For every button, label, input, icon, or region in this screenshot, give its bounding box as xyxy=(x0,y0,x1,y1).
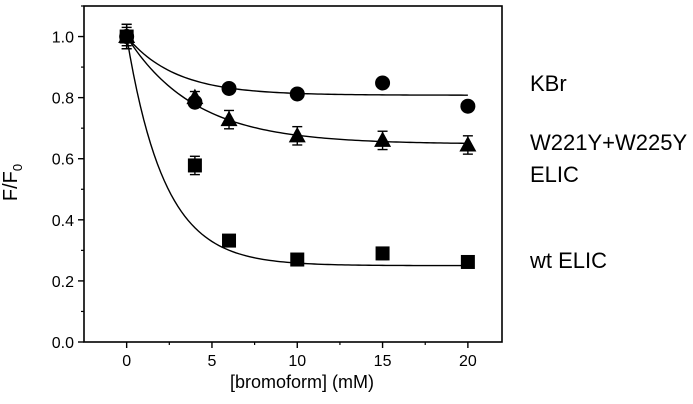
fit-curve-wt-elic xyxy=(125,36,468,267)
data-point-wt-elic xyxy=(460,254,475,269)
fit-curve-kbr xyxy=(126,36,468,96)
y-tick-label: 0.4 xyxy=(52,213,74,230)
y-tick-label: 0.6 xyxy=(52,152,74,169)
y-axis-label-text: F/F xyxy=(0,171,23,202)
y-axis-label-sub: 0 xyxy=(10,163,26,172)
plot-frame xyxy=(83,5,503,343)
data-point-w221y-w225y xyxy=(459,135,477,152)
y-axis-label: F/F0 xyxy=(0,164,25,201)
data-point-wt-elic xyxy=(119,29,134,44)
data-point-wt-elic xyxy=(187,158,202,173)
x-tick-label: 10 xyxy=(288,353,306,370)
x-tick-label: 5 xyxy=(208,353,217,370)
data-point-wt-elic xyxy=(375,246,390,261)
data-point-w221y-w225y xyxy=(186,88,204,105)
data-point-wt-elic xyxy=(290,252,305,267)
legend-label-w221y-w225y: W221Y+W225Y xyxy=(530,130,688,155)
data-point-kbr xyxy=(460,98,476,114)
x-tick-label: 0 xyxy=(122,353,131,370)
y-tick-label: 1.0 xyxy=(52,30,74,47)
x-axis-label: [bromoform] (mM) xyxy=(230,372,374,392)
data-point-wt-elic xyxy=(222,233,237,248)
data-point-w221y-w225y xyxy=(374,131,392,147)
legend-label-elic: ELIC xyxy=(530,162,579,187)
data-point-w221y-w225y xyxy=(220,110,238,127)
legend-label-kbr: KBr xyxy=(530,71,567,96)
data-point-kbr xyxy=(289,86,305,102)
data-point-kbr xyxy=(375,75,391,91)
legend-label-wt-elic: wt ELIC xyxy=(530,248,608,273)
y-tick-label: 0.0 xyxy=(52,335,74,352)
data-point-w221y-w225y xyxy=(288,126,306,143)
x-tick-label: 15 xyxy=(374,353,392,370)
data-point-kbr xyxy=(221,80,237,96)
x-tick-label: 20 xyxy=(459,353,477,370)
y-tick-label: 0.8 xyxy=(52,91,74,108)
y-tick-label: 0.2 xyxy=(52,274,74,291)
